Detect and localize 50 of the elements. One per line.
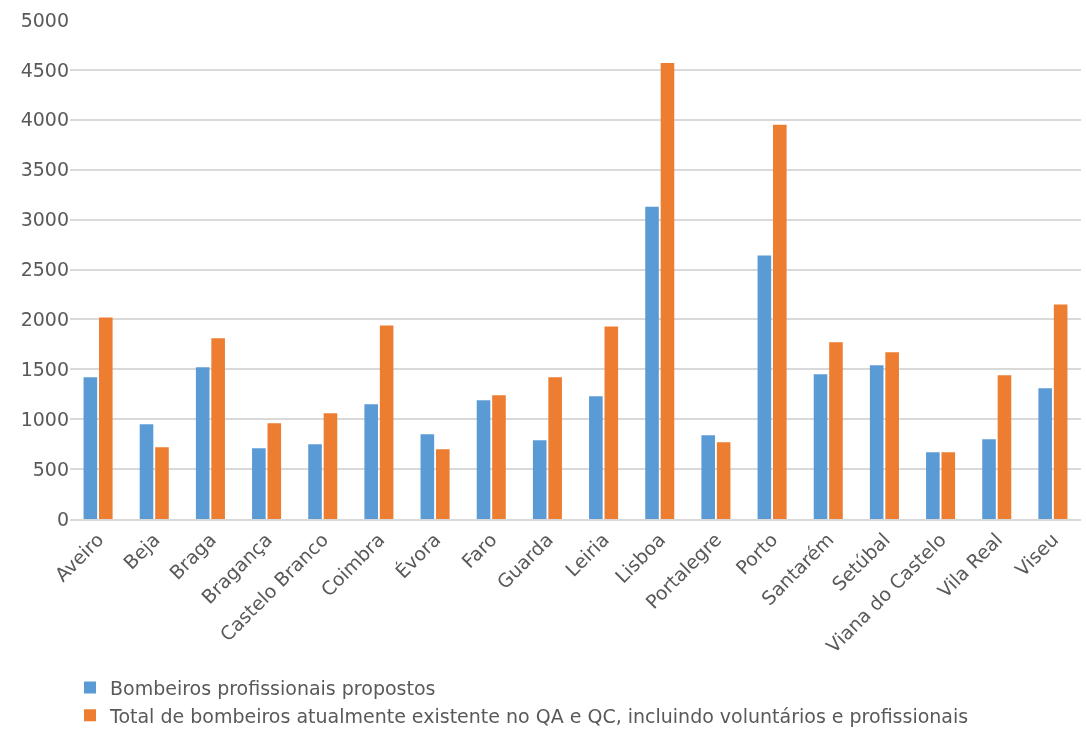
bar [155,447,169,519]
bar [813,374,828,519]
bar [1038,388,1052,519]
y-tick-label: 3500 [20,158,69,181]
y-tick-label: 1000 [20,407,69,430]
bar [252,448,266,519]
bar [492,395,506,519]
bar [701,435,715,519]
bar [1053,304,1068,519]
x-tick-label: Faro [457,528,501,573]
bar [436,449,450,519]
bar [757,255,772,519]
y-tick-label: 4000 [20,108,69,131]
bar [548,377,562,519]
bar [997,375,1012,519]
y-tick-label: 2000 [20,308,69,331]
bar [99,317,113,519]
legend-label: Bombeiros profissionais propostos [110,676,436,699]
y-tick-label: 4500 [20,58,69,81]
bar [869,365,884,519]
bar [589,396,603,519]
bar [829,342,843,519]
bar [532,440,547,519]
y-tick-label: 2500 [20,258,69,281]
bar [308,444,322,519]
bar [926,452,940,519]
bar [773,124,787,519]
y-tick-label: 3000 [20,208,69,231]
bar [420,434,435,519]
bar [83,377,98,519]
y-tick-label: 0 [56,507,69,530]
bar [379,325,394,519]
bar [195,367,210,519]
y-tick-label: 500 [32,457,69,480]
bar [211,338,225,519]
y-tick-label: 1500 [20,357,69,380]
legend-label: Total de bombeiros atualmente existente no QA e QC, incluindo voluntários e profissionais [109,704,969,727]
bar [660,62,675,519]
bar [941,452,956,519]
bar [604,326,619,519]
bar [323,413,338,519]
y-tick-label: 5000 [20,8,69,31]
bar [982,439,996,519]
bar [716,442,731,519]
bar [476,400,491,519]
bar [267,423,282,519]
bar [645,206,659,519]
bar [139,424,154,519]
bar [364,404,378,519]
bar [885,352,899,519]
